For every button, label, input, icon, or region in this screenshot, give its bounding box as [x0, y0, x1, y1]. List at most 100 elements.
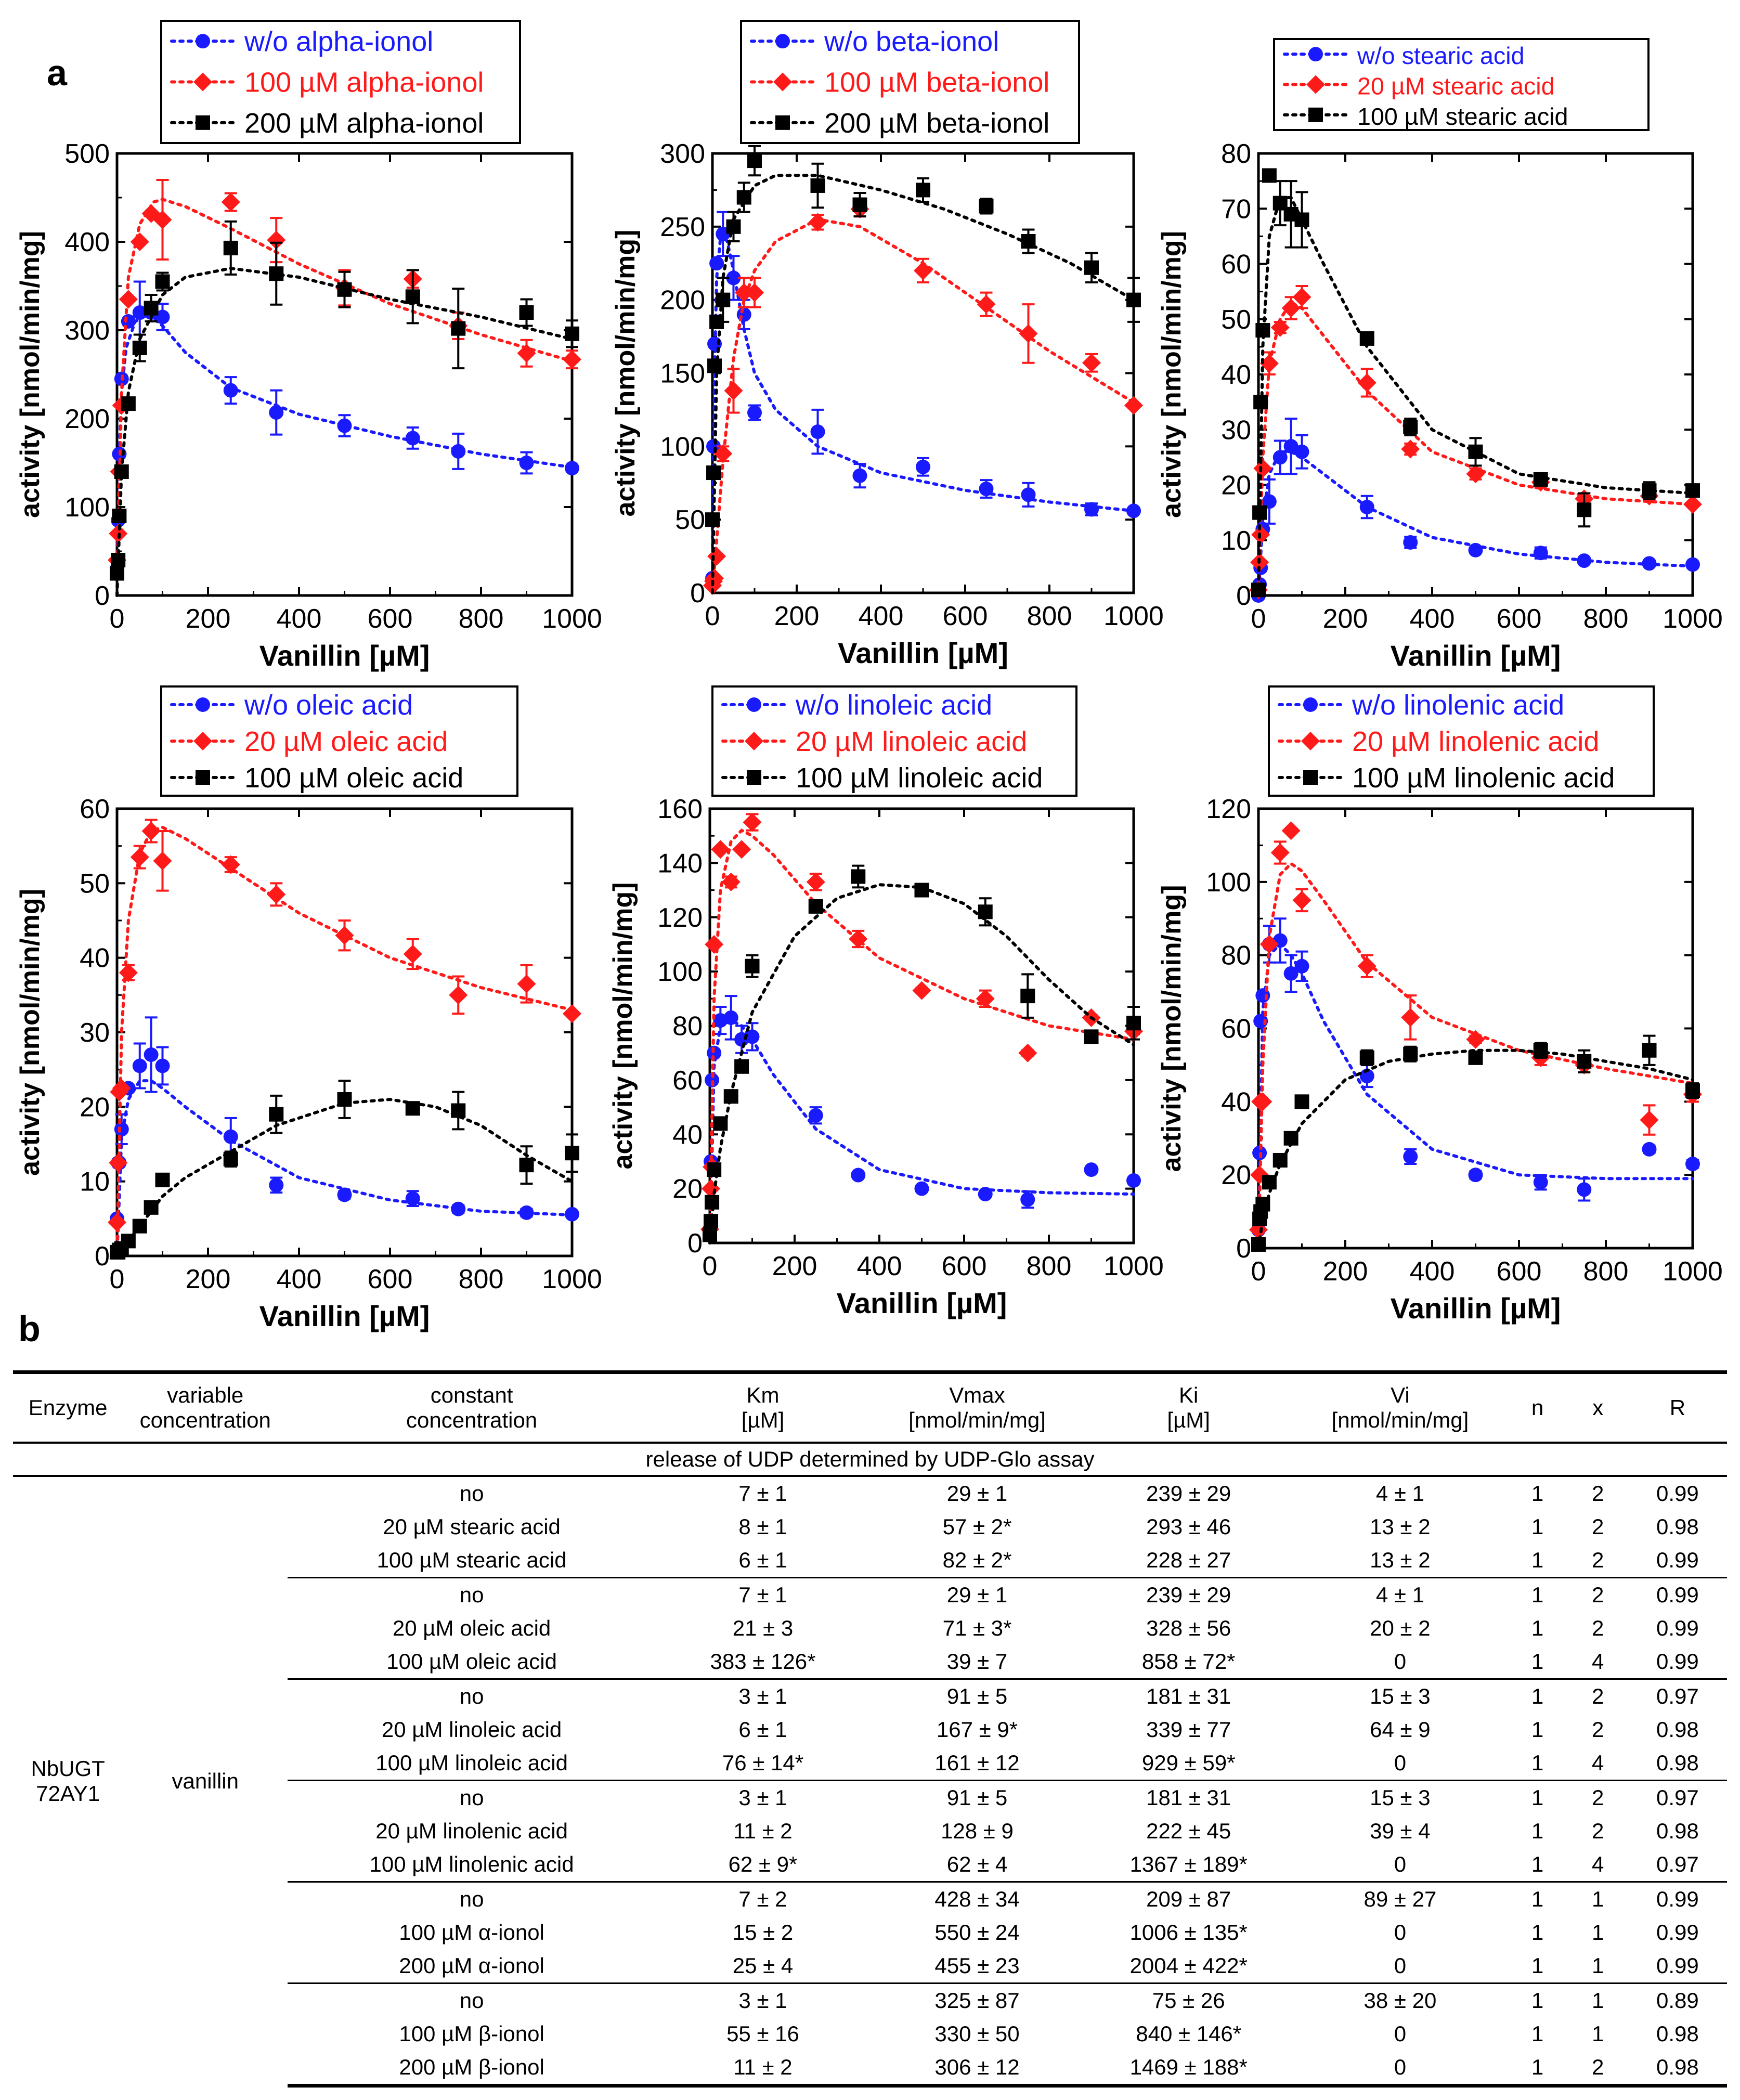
y-tick-label: 80: [672, 1012, 703, 1042]
data-point: [565, 1146, 579, 1161]
x-tick-label: 800: [1583, 1256, 1629, 1287]
enzyme-name-line2: 72AY1: [36, 1781, 100, 1806]
data-point: [267, 885, 286, 904]
y-tick-label: 140: [657, 848, 703, 878]
data-point: [1084, 1029, 1099, 1044]
cell-constant: no: [288, 1577, 656, 1612]
data-point: [517, 344, 536, 363]
data-point: [1359, 500, 1374, 514]
table-row: 20 µM oleic acid 21 ± 3 71 ± 3* 328 ± 56 20 …: [13, 1612, 1727, 1645]
cell-r: 0.97: [1656, 1852, 1699, 1876]
data-point: [1642, 483, 1657, 498]
table-row: 100 µM stearic acid 6 ± 1 82 ± 2* 228 ± 27 1…: [13, 1544, 1727, 1578]
table-row: 20 µM linoleic acid 6 ± 1 167 ± 9* 339 ± 77…: [13, 1713, 1727, 1746]
col-variable-line1: variable: [167, 1383, 244, 1407]
data-point: [852, 468, 867, 483]
data-point: [1359, 1050, 1374, 1065]
cell-constant: 100 µM oleic acid: [386, 1649, 557, 1674]
fit-curve: [708, 883, 1135, 1245]
cell-r: 0.99: [1656, 1920, 1699, 1945]
cell-vmax: 62 ± 4: [946, 1852, 1008, 1876]
legend-entry: 20 µM linolenic acid: [1352, 726, 1599, 757]
data-point: [1640, 1110, 1659, 1130]
table-row: no 3 ± 1 91 ± 5 181 ± 31 15 ± 3 1 2 0.97: [13, 1780, 1727, 1814]
data-point: [713, 444, 733, 463]
cell-vmax: 91 ± 5: [869, 1780, 1084, 1814]
data-point: [451, 1103, 466, 1118]
data-point: [705, 1195, 720, 1210]
cell-vi: 0: [1394, 1751, 1407, 1775]
data-point: [977, 295, 996, 314]
data-point: [1126, 1016, 1141, 1031]
data-point: [153, 851, 172, 871]
x-tick-label: 400: [857, 1251, 902, 1281]
cell-vmax: 128 ± 9: [941, 1819, 1014, 1843]
cell-ki: 228 ± 27: [1146, 1548, 1231, 1572]
cell-r: 0.99: [1656, 1953, 1699, 1978]
x-tick-label: 800: [459, 604, 504, 634]
chart-1: 0 200 400 600 800 1000 0 100 200 300 400 500 Vanilli…: [15, 20, 602, 672]
y-tick-label: 300: [64, 316, 110, 346]
legend-entry: 20 µM oleic acid: [244, 726, 448, 757]
cell-km: 62 ± 9*: [728, 1852, 798, 1876]
data-point: [1294, 212, 1309, 227]
legend-entry: 20 µM stearic acid: [1357, 73, 1555, 100]
series-black: [705, 145, 1141, 594]
cell-km: 15 ± 2: [732, 1920, 794, 1945]
fit-curve: [711, 174, 1135, 594]
cell-km: 7 ± 1: [738, 1481, 787, 1506]
x-tick-label: 400: [859, 601, 904, 631]
cell-r: 0.98: [1628, 2051, 1727, 2088]
cell-km: 55 ± 16: [726, 2021, 799, 2046]
cell-vi: 0: [1293, 2051, 1508, 2088]
data-point: [1272, 450, 1288, 465]
cell-constant: 20 µM stearic acid: [383, 1514, 561, 1539]
cell-constant: 200 µM α-ionol: [399, 1953, 544, 1978]
cell-ki: 75 ± 26: [1084, 1982, 1293, 2017]
y-tick-label: 250: [660, 212, 705, 242]
chart-3: 0 200 400 600 800 1000 0 10 20 30 40 50 60 70 80 Vanill…: [1157, 38, 1723, 672]
col-km-line2: [µM]: [741, 1408, 785, 1432]
data-point: [1270, 318, 1290, 337]
x-tick-label: 1000: [542, 1264, 602, 1294]
y-tick-label: 200: [660, 286, 705, 316]
cell-x: 1: [1592, 1953, 1604, 1978]
cell-n: 1: [1531, 1920, 1544, 1945]
fit-curve: [115, 198, 574, 597]
data-point: [155, 1058, 170, 1073]
cell-x: 2: [1592, 1717, 1604, 1742]
y-tick-label: 20: [672, 1174, 703, 1204]
cell-n: 1: [1531, 1852, 1544, 1876]
data-point: [726, 219, 741, 234]
cell-ki: 181 ± 31: [1084, 1780, 1293, 1814]
data-point: [1577, 502, 1592, 517]
legend-marker: [1308, 107, 1323, 122]
cell-vmax: 306 ± 12: [869, 2051, 1084, 2088]
fit-curve: [708, 1018, 1135, 1245]
cell-r: 0.89: [1628, 1982, 1727, 2017]
data-point: [565, 326, 579, 341]
y-tick-label: 60: [672, 1066, 703, 1096]
charts-figure: 0 200 400 600 800 10000100200300400500Vanilli…: [15, 20, 1723, 1332]
legend-entry: 100 µM alpha-ionol: [244, 67, 484, 98]
chart-5: 0 200 400 600 800 1000 0 20 40 60 80 100 120 140 160 Va…: [608, 685, 1164, 1319]
y-axis-label: activity [nmol/min/mg]: [611, 230, 641, 517]
cell-n: 1: [1531, 1616, 1544, 1640]
data-point: [1577, 1182, 1592, 1197]
cell-r: 0.98: [1656, 2021, 1699, 2046]
enzyme-cell: NbUGT 72AY1: [13, 1476, 123, 2086]
x-tick-label: 0: [1251, 1256, 1266, 1287]
legend-entry: w/o alpha-ionol: [244, 26, 433, 57]
series-blue: [1251, 917, 1700, 1250]
cell-x: 1: [1592, 2021, 1604, 2046]
x-tick-label: 600: [1497, 604, 1542, 634]
data-point: [976, 989, 995, 1008]
fit-curve: [1257, 1048, 1694, 1250]
data-point: [1685, 557, 1700, 572]
cell-x: 2: [1592, 1548, 1604, 1572]
legend: w/o beta-ionol 100 µM beta-ionol 200 µM be…: [740, 20, 1080, 144]
data-point: [1359, 331, 1374, 346]
cell-km: 11 ± 2: [655, 2051, 870, 2088]
data-point: [1357, 373, 1377, 392]
data-point: [1082, 353, 1101, 372]
